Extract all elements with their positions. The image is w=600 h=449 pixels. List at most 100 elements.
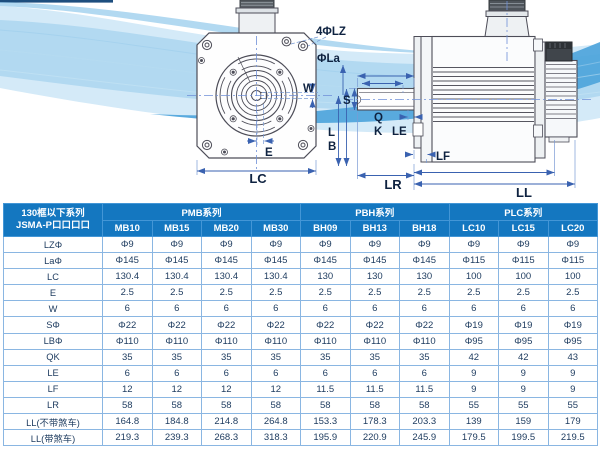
value-cell: 245.9	[399, 429, 450, 447]
value-cell: 130	[300, 268, 351, 286]
model-header-LC15: LC15	[498, 220, 549, 237]
value-cell: 2.5	[547, 284, 599, 302]
value-cell: Φ9	[349, 235, 400, 254]
model-header-MB15: MB15	[151, 220, 202, 237]
value-cell: Φ22	[399, 316, 450, 334]
value-cell: Φ22	[201, 316, 252, 334]
model-header-BH18: BH18	[399, 220, 450, 237]
row-label: LE	[3, 364, 103, 382]
value-cell: 42	[448, 348, 500, 366]
value-cell: 12	[151, 380, 202, 398]
table-body: LZΦ Φ9 Φ9 Φ9 Φ9 Φ9 Φ9 Φ9 Φ9 Φ9 Φ9 LaΦ Φ145 Φ145 Φ145 Φ1…	[3, 235, 599, 447]
value-cell: 35	[300, 348, 351, 366]
value-cell: 159	[498, 413, 549, 431]
value-cell: Φ22	[250, 316, 301, 334]
value-cell: 2.5	[399, 284, 450, 302]
value-cell: 11.5	[300, 380, 351, 398]
table-row: LZΦ Φ9 Φ9 Φ9 Φ9 Φ9 Φ9 Φ9 Φ9 Φ9 Φ9	[3, 235, 599, 254]
row-label: SΦ	[3, 316, 103, 334]
dim-label-s: S	[343, 95, 351, 107]
value-cell: 35	[349, 348, 400, 366]
value-cell: Φ145	[250, 252, 301, 270]
table-row: LR 58 58 58 58 58 58 58 55 55 55	[3, 396, 599, 415]
value-cell: Φ95	[547, 332, 599, 350]
value-cell: Φ19	[498, 316, 549, 334]
dim-label-lr: LR	[384, 177, 402, 192]
value-cell: Φ22	[151, 316, 202, 334]
value-cell: Φ115	[498, 252, 549, 270]
value-cell: 130.4	[201, 268, 252, 286]
value-cell: Φ110	[102, 332, 153, 350]
value-cell: 6	[498, 300, 549, 318]
value-cell: 6	[349, 300, 400, 318]
value-cell: 42	[498, 348, 549, 366]
value-cell: 35	[250, 348, 301, 366]
value-cell: Φ9	[498, 235, 549, 254]
table-header: 130框以下系列 JSMA-P口口口口 PMB系列 PBH系列 PLC系列 MB10 MB1…	[3, 203, 599, 237]
side-view-drawing: S Q K LE LF LR LL	[343, 0, 592, 200]
value-cell: 2.5	[151, 284, 202, 302]
value-cell: 139	[448, 413, 500, 431]
value-cell: Φ9	[399, 235, 450, 254]
table-row: LL(带煞车) 219.3 239.3 268.3 318.3 195.9 220.9 245…	[3, 429, 599, 447]
value-cell: Φ145	[399, 252, 450, 270]
value-cell: 11.5	[399, 380, 450, 398]
value-cell: 195.9	[300, 429, 351, 447]
value-cell: Φ9	[448, 235, 500, 254]
value-cell: Φ22	[349, 316, 400, 334]
table-row: LF 12 12 12 12 11.5 11.5 11.5 9 9 9	[3, 380, 599, 398]
model-header-LC10: LC10	[448, 220, 500, 237]
value-cell: 9	[498, 364, 549, 382]
value-cell: 130	[349, 268, 400, 286]
value-cell: Φ145	[102, 252, 153, 270]
value-cell: 6	[102, 364, 153, 382]
value-cell: Φ9	[102, 235, 153, 254]
value-cell: 9	[547, 380, 599, 398]
model-header-MB30: MB30	[250, 220, 301, 237]
value-cell: 2.5	[250, 284, 301, 302]
value-cell: 9	[448, 380, 500, 398]
value-cell: 12	[201, 380, 252, 398]
value-cell: 11.5	[349, 380, 400, 398]
value-cell: Φ22	[102, 316, 153, 334]
value-cell: 6	[201, 364, 252, 382]
value-cell: 130	[399, 268, 450, 286]
value-cell: 9	[498, 380, 549, 398]
value-cell: Φ115	[547, 252, 599, 270]
value-cell: 100	[498, 268, 549, 286]
value-cell: Φ145	[300, 252, 351, 270]
value-cell: 6	[102, 300, 153, 318]
value-cell: 178.3	[349, 413, 400, 431]
value-cell: Φ19	[448, 316, 500, 334]
value-cell: 268.3	[201, 429, 252, 447]
value-cell: 100	[547, 268, 599, 286]
row-label: LBΦ	[3, 332, 103, 350]
encoder-ribs	[546, 64, 576, 119]
dim-label-k: K	[374, 126, 383, 138]
value-cell: Φ110	[201, 332, 252, 350]
encoder-connector	[545, 41, 573, 62]
value-cell: 58	[151, 396, 202, 415]
value-cell: 6	[399, 300, 450, 318]
row-label: E	[3, 284, 103, 302]
value-cell: 264.8	[250, 413, 301, 431]
dim-label-4philz: 4ΦLZ	[316, 26, 346, 38]
value-cell: 153.3	[300, 413, 351, 431]
value-cell: 184.8	[151, 413, 202, 431]
value-cell: 6	[448, 300, 500, 318]
value-cell: 9	[448, 364, 500, 382]
group-header-PLC系列: PLC系列	[448, 203, 599, 221]
value-cell: 219.3	[102, 429, 153, 447]
value-cell: 58	[201, 396, 252, 415]
value-cell: 214.8	[201, 413, 252, 431]
encoder-housing	[544, 59, 578, 138]
value-cell: 58	[250, 396, 301, 415]
value-cell: Φ110	[399, 332, 450, 350]
value-cell: Φ9	[201, 235, 252, 254]
row-label: LL(带煞车)	[3, 429, 103, 447]
row-label: LR	[3, 396, 103, 415]
value-cell: 2.5	[448, 284, 500, 302]
value-cell: Φ145	[151, 252, 202, 270]
mounting-holes	[201, 36, 309, 151]
